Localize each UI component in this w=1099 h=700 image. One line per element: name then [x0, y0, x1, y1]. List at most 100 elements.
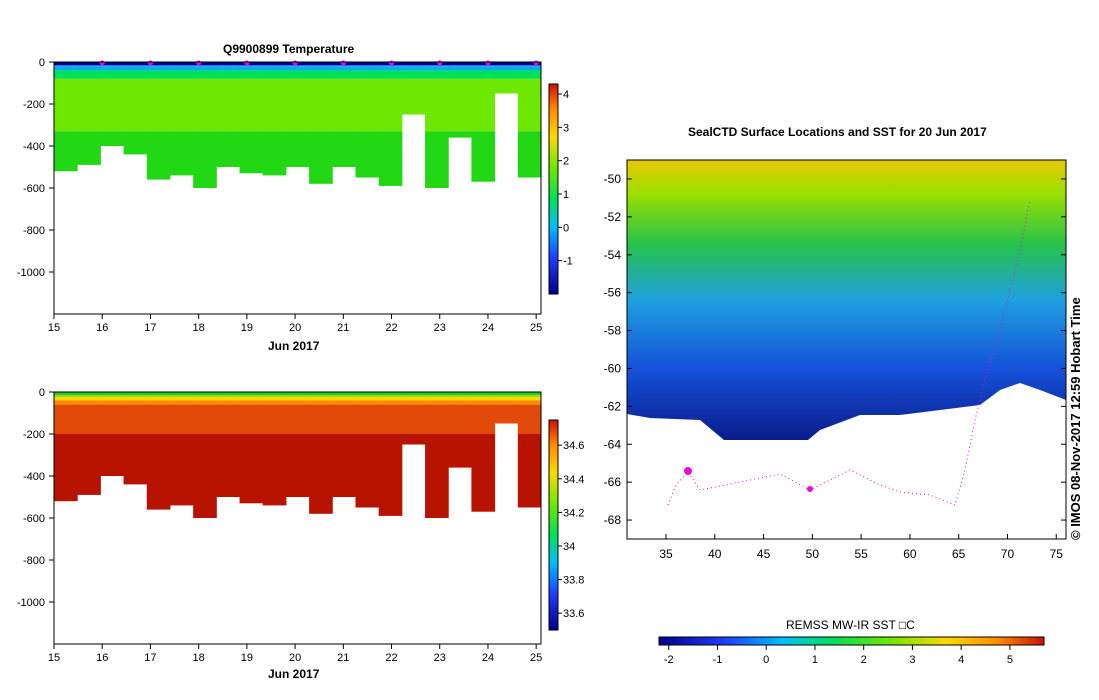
section-cell — [54, 404, 78, 434]
section-cell — [471, 434, 496, 512]
section-cell — [169, 397, 194, 401]
x-tick-label: 15 — [48, 322, 60, 334]
section-cell — [262, 62, 287, 66]
section-cell — [146, 66, 171, 71]
sst-map-frame — [626, 159, 1067, 540]
section-cell — [309, 400, 333, 405]
section-cell — [355, 66, 380, 71]
section-cell — [517, 397, 542, 401]
section-cell — [169, 70, 194, 79]
section-cell — [448, 404, 472, 434]
section-cell — [401, 400, 426, 405]
y-tick-label: -800 — [23, 225, 45, 237]
x-tick-label: 17 — [144, 652, 156, 664]
section-cell — [494, 62, 519, 66]
map-y-tick-label: -68 — [604, 513, 622, 527]
section-cell — [448, 65, 472, 67]
section-cell — [448, 66, 472, 71]
section-cell — [193, 131, 217, 188]
section-cell — [471, 78, 496, 132]
section-cell — [193, 404, 217, 434]
section-cell — [448, 397, 472, 401]
section-cell — [193, 70, 217, 79]
salinity-colorbar — [548, 419, 559, 631]
section-cell — [425, 400, 449, 405]
section-cell — [425, 62, 449, 66]
section-cell — [146, 404, 171, 434]
section-cell — [471, 62, 496, 66]
map-y-tick-label: -54 — [604, 248, 622, 262]
section-cell — [448, 78, 472, 132]
section-cell — [285, 400, 310, 405]
section-cell — [517, 66, 542, 71]
section-cell — [100, 395, 125, 398]
map-y-tick-label: -64 — [604, 437, 622, 451]
x-tick-label: 19 — [241, 652, 253, 664]
colorbar-tick-label: 4 — [563, 89, 569, 101]
y-tick-label: -400 — [23, 141, 45, 153]
x-tick-label: 17 — [144, 322, 156, 334]
map-x-tick-label: 40 — [708, 547, 722, 561]
section-cell — [100, 392, 125, 396]
section-cell — [262, 392, 287, 396]
section-cell — [309, 131, 333, 184]
colorbar-tick-label: 33.8 — [563, 575, 584, 587]
section-cell — [517, 78, 542, 132]
section-cell — [471, 66, 496, 71]
section-cell — [285, 395, 310, 398]
section-cell — [262, 400, 287, 405]
section-cell — [378, 131, 403, 186]
colorbar-tick-label: 34.4 — [563, 474, 584, 486]
section-cell — [239, 78, 264, 132]
section-cell — [355, 131, 380, 178]
section-cell — [216, 70, 241, 79]
section-cell — [401, 392, 426, 396]
section-cell — [425, 395, 449, 398]
section-cell — [332, 66, 356, 71]
sst-colorbar-tick-label: -1 — [713, 654, 723, 666]
section-cell — [401, 78, 426, 115]
section-cell — [193, 65, 217, 67]
section-cell — [448, 131, 472, 138]
section-cell — [77, 395, 101, 398]
section-cell — [146, 78, 171, 132]
section-cell — [100, 70, 125, 79]
section-cell — [123, 404, 148, 434]
x-tick-label: 23 — [434, 322, 446, 334]
map-y-tick-label: -58 — [604, 324, 622, 338]
section-cell — [401, 395, 426, 398]
section-cell — [54, 78, 78, 132]
section-cell — [494, 400, 519, 405]
section-cell — [285, 434, 310, 497]
section-cell — [425, 434, 449, 518]
section-cell — [471, 131, 496, 182]
section-cell — [332, 397, 356, 401]
section-cell — [123, 395, 148, 398]
section-cell — [77, 70, 101, 79]
section-cell — [309, 65, 333, 67]
section-cell — [123, 400, 148, 405]
section-cell — [262, 70, 287, 79]
section-cell — [285, 66, 310, 71]
section-cell — [494, 65, 519, 67]
section-cell — [169, 78, 194, 132]
section-cell — [146, 70, 171, 79]
section-cell — [169, 434, 194, 506]
x-tick-label: 22 — [385, 322, 397, 334]
section-cell — [239, 434, 264, 504]
section-cell — [100, 400, 125, 405]
section-cell — [123, 70, 148, 79]
section-cell — [285, 78, 310, 132]
section-cell — [471, 397, 496, 401]
section-cell — [517, 404, 542, 434]
section-cell — [193, 392, 217, 396]
section-cell — [77, 404, 101, 434]
section-cell — [54, 400, 78, 405]
colorbar-tick-label: 34.2 — [563, 507, 584, 519]
section-cell — [77, 62, 101, 66]
y-tick-label: -200 — [23, 429, 45, 441]
section-cell — [517, 400, 542, 405]
section-cell — [448, 392, 472, 396]
y-tick-label: -800 — [23, 555, 45, 567]
section-cell — [355, 395, 380, 398]
